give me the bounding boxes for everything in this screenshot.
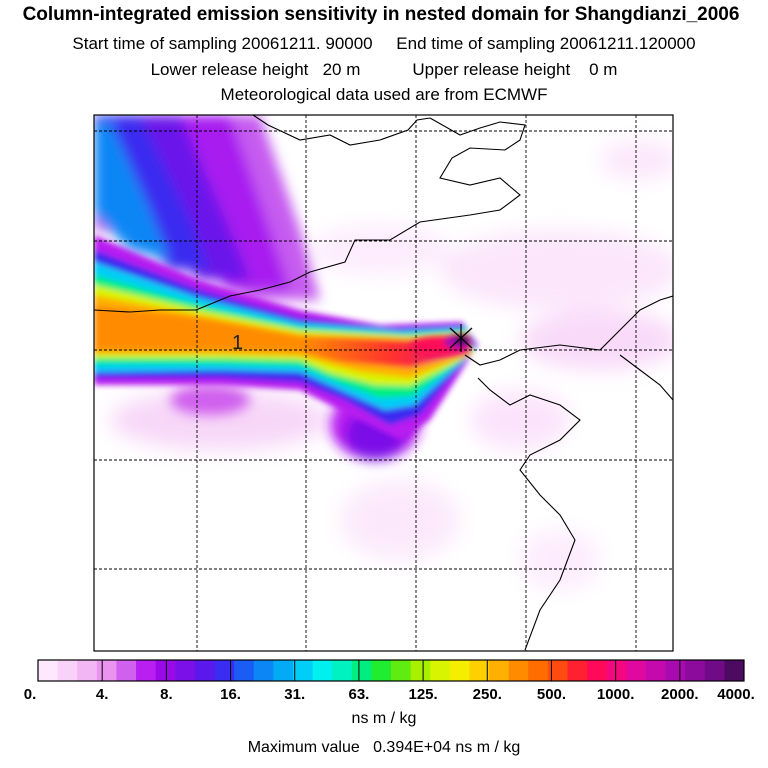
colorbar-swatch [449,660,470,681]
colorbar-tick-label: 0. [23,686,37,703]
end-time-label: End time of sampling [396,34,556,53]
colorbar [37,659,745,682]
coastline-layer [94,115,673,651]
colorbar-swatch [704,660,725,681]
colorbar-tick-label: 63. [348,686,370,703]
release-number-label: 1 [232,332,243,354]
colorbar-swatch [469,660,490,681]
colorbar-swatch [391,660,412,681]
map-frame [93,114,674,652]
colorbar-swatch [587,660,608,681]
colorbar-swatch [312,660,333,681]
colorbar-tick-label: 2000. [661,686,699,703]
colorbar-swatch [410,660,431,681]
colorbar-tick-label: 1000. [596,686,635,703]
met-data-line: Meteorological data used are from ECMWF [220,85,548,104]
colorbar-swatch [214,660,235,681]
colorbar-swatch [116,660,137,681]
colorbar-swatch [430,660,451,681]
colorbar-swatch [489,660,510,681]
colorbar-frame [37,659,745,682]
colorbar-tick-label: 125. [408,686,438,703]
colorbar-swatch [547,660,568,681]
colorbar-swatch [685,660,706,681]
colorbar-swatch [645,660,667,681]
colorbar-swatch [253,660,274,681]
colorbar-swatch [292,660,314,681]
maximum-value-line: Maximum value 0.394E+04 ns m / kg [0,739,768,757]
colorbar-swatch [626,660,647,681]
start-time-label: Start time of sampling [72,34,237,53]
colorbar-swatch [155,660,176,681]
colorbar-tick-label: 500. [536,686,567,703]
colorbar-swatch [234,660,255,681]
colorbar-swatch [194,660,215,681]
release-heights-line: Lower release height 20 m Upper release … [0,60,768,80]
colorbar-swatch [38,660,59,681]
colorbar-swatch [724,660,745,681]
colorbar-swatch [57,660,78,681]
plume-field [94,115,673,651]
colorbar-swatch [665,660,686,681]
upper-height-value: 0 m [589,60,618,79]
colorbar-tick-label: 16. [220,686,241,703]
colorbar-swatch [273,660,294,681]
colorbar-swatch [77,660,98,681]
colorbar-swatch [371,660,392,681]
colorbar-swatch [567,660,588,681]
maximum-label: Maximum value [247,739,360,756]
colorbar-swatch [136,660,157,681]
maximum-value: 0.394E+04 [373,739,451,756]
colorbar-tick-label: 4. [95,686,109,703]
colorbar-units: ns m / kg [351,710,417,727]
maximum-unit: ns m / kg [455,739,521,756]
lower-height-label: Lower release height [150,60,309,79]
colorbar-swatch [528,660,549,681]
colorbar-swatch [606,660,627,681]
upper-height-label: Upper release height [412,60,571,79]
colorbar-tick-label: 8. [160,686,173,703]
plot-title: Column-integrated emission sensitivity i… [22,4,740,25]
end-time-value: 20061211.120000 [559,34,696,53]
sampling-times-line: Start time of sampling 20061211. 90000 E… [0,34,768,54]
colorbar-swatch [332,660,353,681]
colorbar-tick-label: 31. [284,686,306,703]
colorbar-tick-label: 250. [472,686,502,703]
colorbar-tick-label: 4000. [717,686,755,703]
lower-height-value: 20 m [322,60,361,79]
colorbar-swatch [96,660,117,681]
start-time-value: 20061211. 90000 [241,34,373,53]
release-site-marker [449,324,473,352]
colorbar-swatch [351,660,372,681]
graticule [94,115,673,651]
colorbar-swatch [175,660,196,681]
colorbar-swatch [508,660,529,681]
